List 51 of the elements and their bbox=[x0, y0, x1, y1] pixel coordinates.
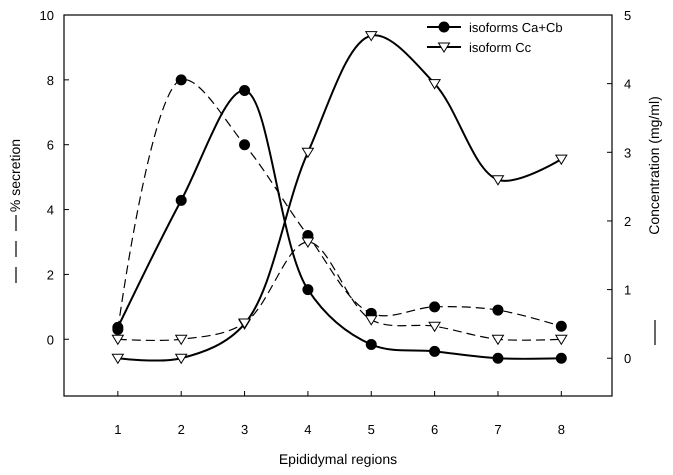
point bbox=[365, 315, 378, 326]
point bbox=[239, 139, 250, 150]
point bbox=[365, 31, 378, 42]
y2-tick-label: 4 bbox=[624, 76, 632, 92]
x-axis-title: Epididymal regions bbox=[278, 451, 398, 467]
point bbox=[112, 334, 124, 345]
y-tick-label: 4 bbox=[46, 202, 54, 218]
point bbox=[492, 175, 504, 186]
y2-tick-label: 2 bbox=[624, 214, 632, 229]
x-tick-label: 1 bbox=[114, 422, 122, 437]
y-axis-title: % secretion bbox=[7, 138, 23, 212]
point bbox=[239, 85, 250, 96]
x-tick-label: 3 bbox=[240, 422, 248, 437]
y2-tick-label: 1 bbox=[624, 282, 632, 298]
point bbox=[175, 334, 188, 345]
x-tick-label: 5 bbox=[368, 422, 375, 437]
point bbox=[492, 334, 504, 345]
point bbox=[302, 237, 314, 248]
y2-tick-label: 0 bbox=[624, 351, 632, 366]
point bbox=[492, 352, 504, 364]
point bbox=[428, 79, 441, 90]
point bbox=[492, 304, 504, 316]
point bbox=[556, 320, 567, 332]
point bbox=[429, 301, 440, 312]
point bbox=[555, 334, 568, 345]
y2-axis-title: Concentration (mg/ml) bbox=[646, 96, 662, 235]
point bbox=[429, 346, 440, 357]
point bbox=[555, 154, 568, 165]
x-tick-label: 7 bbox=[494, 422, 502, 437]
legend-label: isoform Cc bbox=[469, 40, 532, 55]
x-tick-label: 2 bbox=[178, 422, 185, 437]
y-tick-label: 2 bbox=[46, 267, 54, 282]
y2-tick-label: 3 bbox=[624, 145, 632, 160]
point bbox=[112, 354, 124, 364]
point bbox=[302, 284, 314, 296]
point bbox=[175, 354, 188, 364]
y-tick-label: 0 bbox=[46, 332, 54, 348]
point bbox=[176, 74, 187, 86]
x-tick-label: 8 bbox=[558, 422, 565, 437]
x-tick-label: 6 bbox=[430, 422, 438, 437]
y-tick-label: 10 bbox=[40, 8, 54, 23]
point bbox=[428, 322, 441, 332]
y-tick-label: 6 bbox=[46, 138, 54, 153]
point bbox=[366, 339, 377, 350]
y2-tick-label: 5 bbox=[624, 8, 632, 23]
legend-label: isoforms Ca+Cb bbox=[469, 20, 563, 35]
y-tick-label: 8 bbox=[46, 72, 54, 88]
x-tick-label: 4 bbox=[304, 422, 312, 437]
point bbox=[176, 194, 187, 206]
point bbox=[302, 148, 314, 158]
point bbox=[556, 352, 567, 364]
